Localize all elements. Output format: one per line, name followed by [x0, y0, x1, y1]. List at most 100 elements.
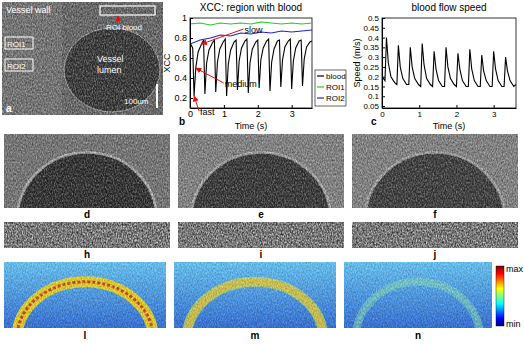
tick-mark [419, 105, 420, 108]
tick-label: 0.3 [368, 53, 380, 62]
speckle [344, 262, 492, 328]
heat-map [174, 262, 336, 328]
tick: 0.3 [368, 53, 385, 62]
roi-box [5, 37, 33, 49]
tick-label: 0.8 [174, 33, 187, 43]
tick-label: 3 [290, 109, 295, 119]
image-background [178, 134, 344, 208]
speckle [352, 222, 518, 248]
legend-box [315, 70, 346, 106]
legend: bloodROI1ROI2 [315, 70, 346, 106]
tick-mark [382, 57, 385, 58]
image-panel: m [174, 262, 336, 344]
panel-label: n [415, 330, 421, 341]
image-background [352, 134, 518, 208]
chart: 01230.050.10.150.20.250.30.350.40.450.5b… [352, 2, 517, 131]
speckle [4, 262, 166, 328]
tick: 0.8 [174, 33, 193, 43]
legend-label: ROI1 [326, 83, 345, 92]
tick-mark [190, 98, 193, 99]
tick-mark [382, 77, 385, 78]
colorbar-label: min [506, 319, 521, 329]
tick-label: 0.45 [363, 24, 379, 33]
panel-label: b [179, 116, 185, 127]
colorbar-gradient [496, 266, 504, 326]
x-axis: 0123 [380, 105, 516, 119]
speckle [352, 134, 518, 208]
tick-label: 3 [492, 110, 497, 119]
tick-mark [190, 38, 193, 39]
tick-label: 0.2 [174, 93, 187, 103]
roi-box [100, 6, 155, 15]
panel-label: m [251, 330, 260, 341]
tick-label: 0 [188, 109, 193, 119]
speckle [352, 222, 518, 248]
legend-label: ROI2 [326, 94, 345, 103]
tick-mark [190, 18, 193, 19]
tick: 0.2 [174, 93, 193, 103]
annotation: medium [225, 79, 257, 89]
annotation: Vessel wall [6, 5, 51, 15]
tick: 0.4 [368, 34, 385, 43]
tick-label: 0.4 [174, 73, 187, 83]
speckle [4, 134, 170, 208]
tick: 0.35 [363, 43, 385, 52]
legend-swatch [317, 86, 324, 87]
tick: 1 [417, 105, 422, 119]
speckle [2, 2, 163, 115]
colorbar: maxmin [496, 264, 524, 329]
speckle [174, 262, 336, 328]
panel-label: h [84, 249, 90, 260]
x-axis-title: Time (s) [235, 121, 268, 131]
image-panel: j [352, 222, 518, 260]
tick: 0.15 [363, 83, 385, 92]
plot-frame [190, 18, 312, 108]
tick-label: 2 [455, 110, 460, 119]
tick: 0.05 [363, 102, 385, 111]
tick: 1 [182, 13, 193, 23]
tick-label: 1 [182, 13, 187, 23]
speckle [4, 262, 166, 328]
annotation-arrow [202, 29, 244, 44]
tick-label: 0.4 [368, 34, 380, 43]
image-panel: h [4, 222, 170, 260]
tick: 0.5 [368, 14, 385, 23]
image-background [4, 134, 170, 208]
tick: 2 [455, 105, 460, 119]
tick-label: 0.1 [368, 92, 380, 101]
speckle [4, 222, 170, 248]
tick-mark [292, 105, 293, 108]
image-background [178, 222, 344, 248]
annotation: ROI1 [7, 40, 26, 49]
tick: 2 [256, 105, 261, 119]
annotations: slow medium fast [194, 25, 263, 117]
speckle [4, 222, 170, 248]
tick-mark [382, 67, 385, 68]
scale-bar [156, 84, 158, 108]
image-panel: l [4, 262, 166, 344]
plot-lines [190, 22, 312, 96]
speckle [2, 2, 163, 115]
annotation: ROI2 [7, 62, 26, 71]
legend-swatch [317, 97, 324, 98]
axis-line [190, 19, 191, 109]
plot-frame [382, 18, 516, 108]
tick-mark [190, 58, 193, 59]
speckle [178, 134, 344, 208]
heat-map [344, 262, 492, 328]
image-background [4, 262, 166, 328]
chart: 01230.20.40.60.81XCC: region with bloodT… [162, 2, 346, 131]
annotation: fast [200, 107, 215, 117]
panel-label: c [371, 116, 377, 127]
annotation: slow [245, 25, 264, 35]
image-background [2, 2, 163, 115]
tick: 3 [492, 105, 497, 119]
tick-mark [190, 78, 193, 79]
y-axis: 0.050.10.150.20.250.30.350.40.450.5 [363, 14, 385, 111]
tick: 0.2 [368, 73, 385, 82]
roi-box [5, 59, 33, 71]
x-axis: 0123 [188, 105, 313, 119]
chart-title: XCC: region with blood [200, 2, 302, 13]
tick-label: 0.35 [363, 43, 379, 52]
arrow [118, 16, 119, 22]
